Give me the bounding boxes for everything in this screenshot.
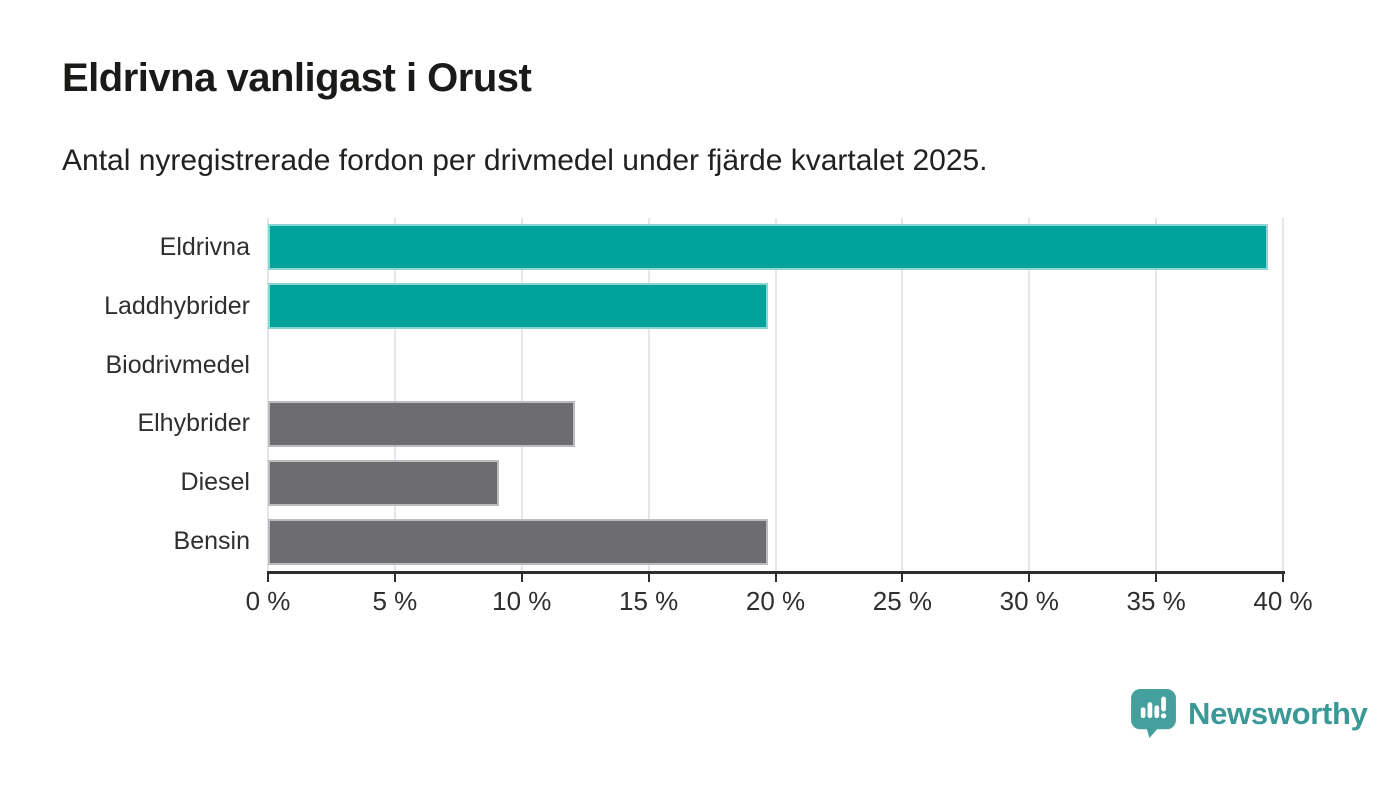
plot-area <box>267 218 1285 582</box>
category-label: Eldrivna <box>159 232 250 261</box>
x-axis-tick-10 <box>520 571 523 582</box>
category-label: Diesel <box>180 468 250 497</box>
bar-diesel <box>268 459 499 506</box>
bar-row <box>268 218 1283 277</box>
x-axis-tick-30 <box>1028 571 1031 582</box>
x-axis-tick-labels: 0 % 5 % 10 % 15 % 20 % 25 % 30 % 35 % 40 % <box>246 586 1313 620</box>
bar-row <box>268 336 1283 395</box>
x-axis-tick-35 <box>1155 571 1158 582</box>
bar-laddhybrider <box>268 283 768 330</box>
chart-title: Eldrivna vanligast i Orust <box>62 56 532 100</box>
bar-row <box>268 512 1283 571</box>
bar-elhybrider <box>268 400 576 447</box>
x-axis-tick-20 <box>774 571 777 582</box>
gridline-20 <box>774 218 777 571</box>
gridline-0 <box>267 218 269 571</box>
y-axis-labels: Eldrivna Laddhybrider Biodrivmedel Elhybrid… <box>0 218 250 571</box>
x-axis-tick-label: 0 % <box>245 586 291 616</box>
x-axis-tick-label: 5 % <box>372 586 418 616</box>
gridline-15 <box>647 218 650 571</box>
gridline-30 <box>1028 218 1031 571</box>
x-axis-tick-label: 35 % <box>1126 586 1186 616</box>
bar-bensin <box>268 518 768 565</box>
x-axis-tick-label: 25 % <box>872 586 933 616</box>
x-axis-tick-label: 15 % <box>618 586 679 616</box>
category-label: Elhybrider <box>137 409 250 438</box>
x-axis-tick-40 <box>1282 571 1284 582</box>
x-axis-tick-15 <box>647 571 650 582</box>
bar-row <box>268 277 1283 336</box>
x-axis-tick-label: 20 % <box>745 586 806 616</box>
gridline-5 <box>393 218 396 571</box>
gridline-25 <box>901 218 904 571</box>
category-label: Bensin <box>173 527 250 556</box>
chart-subtitle: Antal nyregistrerade fordon per drivmede… <box>62 144 988 177</box>
bar-row <box>268 453 1283 512</box>
category-label: Laddhybrider <box>104 291 250 320</box>
gridline-40 <box>1282 218 1284 571</box>
category-label: Biodrivmedel <box>105 350 250 379</box>
newsworthy-logo: Newsworthy <box>1130 688 1368 739</box>
gridline-10 <box>520 218 523 571</box>
x-axis-tick-0 <box>267 571 269 582</box>
bar-row <box>268 395 1283 454</box>
gridline-35 <box>1155 218 1158 571</box>
x-axis-tick-25 <box>901 571 904 582</box>
newsworthy-logo-icon <box>1131 689 1176 738</box>
newsworthy-logo-text: Newsworthy <box>1188 695 1368 731</box>
x-axis-tick-label: 30 % <box>999 586 1059 616</box>
x-axis-tick-label: 10 % <box>492 586 552 616</box>
bar-eldrivna <box>268 224 1268 271</box>
x-axis-tick-label: 40 % <box>1253 586 1313 616</box>
x-axis-tick-5 <box>393 571 396 582</box>
